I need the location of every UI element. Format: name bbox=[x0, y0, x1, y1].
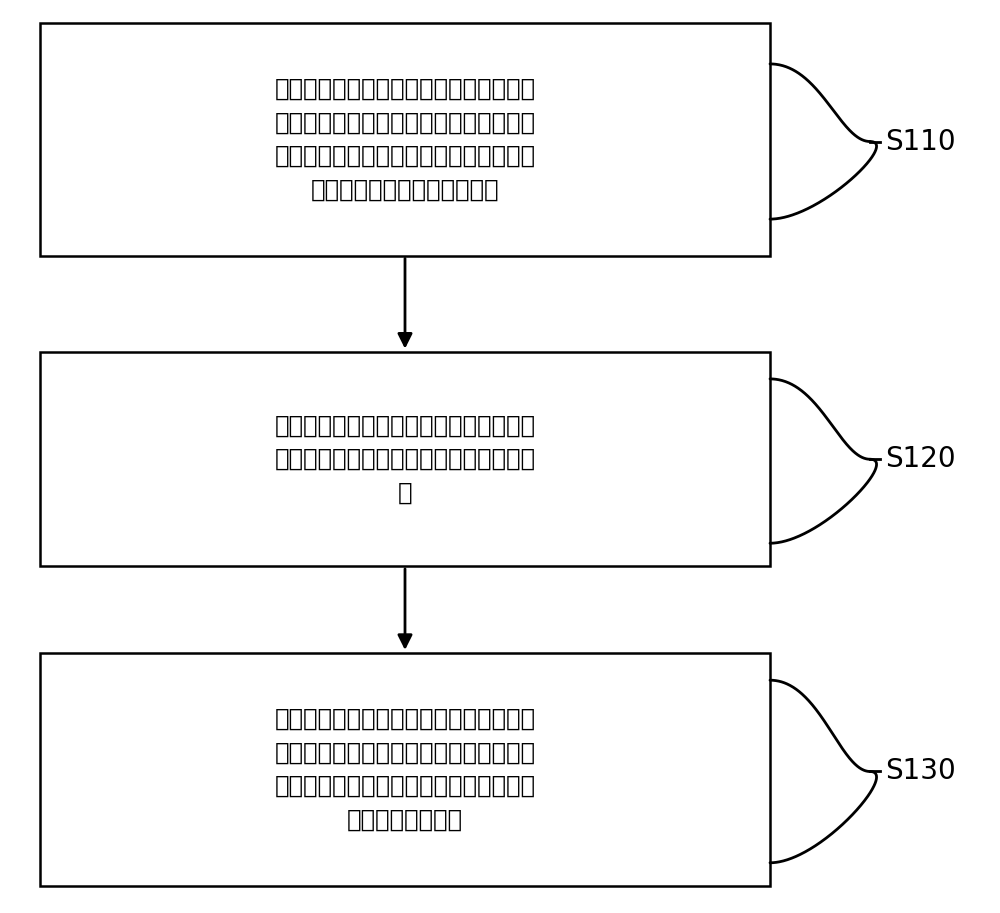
Text: 在所述状态校验结果为正常状态且所述模
式校验结果为非升级模式的情况下，启动
所述目标次引导程序对应的主程序，完成
仪表程序启动步骤: 在所述状态校验结果为正常状态且所述模 式校验结果为非升级模式的情况下，启动 所述… bbox=[274, 707, 536, 832]
Text: S130: S130 bbox=[885, 758, 956, 785]
FancyBboxPatch shape bbox=[40, 653, 770, 886]
Text: S110: S110 bbox=[885, 128, 956, 155]
FancyBboxPatch shape bbox=[40, 352, 770, 566]
Text: S120: S120 bbox=[885, 446, 956, 473]
FancyBboxPatch shape bbox=[40, 23, 770, 256]
Text: 在接收到仪表校验指令后，基于所述主引
导程序对所述第一次引导程序和第二次引
导程序的完整性进行校验，并基于完整性
校验结果确定目标次引导程序: 在接收到仪表校验指令后，基于所述主引 导程序对所述第一次引导程序和第二次引 导程… bbox=[274, 77, 536, 202]
Text: 检验所述目标次引导程序的当前状态和当
前模式，得到状态校验结果和模式校验结
果: 检验所述目标次引导程序的当前状态和当 前模式，得到状态校验结果和模式校验结 果 bbox=[274, 414, 536, 504]
